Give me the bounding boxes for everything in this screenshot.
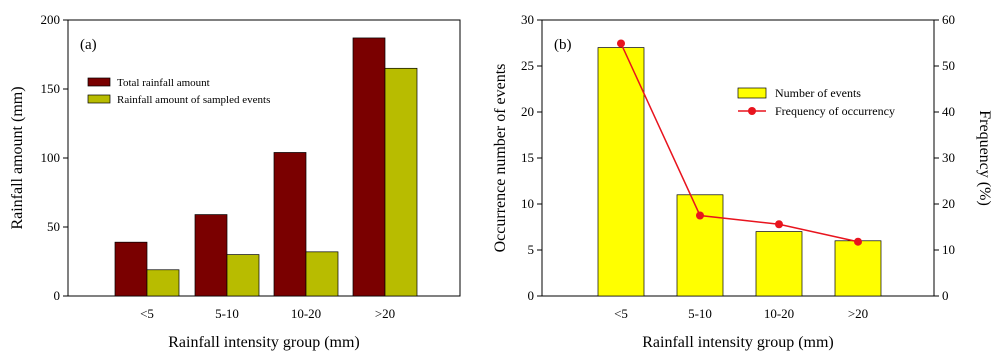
bar-a-total [352,37,386,297]
x-axis-b: <5 5-10 10-20 >20 [614,306,868,321]
x-tick-label-a: 5-10 [215,306,239,321]
y-tick-label-a: 200 [41,12,61,27]
legend-label-events: Number of events [775,86,861,100]
y-tick-label-b: 15 [521,150,534,165]
bar-a-sampled [305,251,339,297]
legend-marker-frequency [748,107,756,115]
y-tick-label-a: 100 [41,150,61,165]
y-axis-label-a: Rainfall amount (mm) [9,86,26,229]
y-tick-label-a: 0 [54,288,61,303]
x-axis-label-a: Rainfall intensity group (mm) [168,334,360,351]
y-tick-label-b: 30 [521,12,534,27]
y-tick-label-b: 25 [521,58,534,73]
x-tick-label-b: <5 [614,306,628,321]
y-tick-label-b: 10 [521,196,534,211]
y-tick-label-b: 20 [521,104,534,119]
bar-a-total [114,241,148,297]
bar-b-events [755,231,803,297]
panel-label-a: (a) [80,37,97,53]
x-tick-label-a: >20 [375,306,395,321]
frequency-point [617,39,625,48]
frequency-point [696,211,704,220]
y2-tick-label-b: 40 [942,104,955,119]
y2-axis-b: 0 10 20 30 40 50 60 [934,12,955,303]
y-tick-label-a: 150 [41,81,61,96]
bar-b-events [597,47,645,297]
panel-label-b: (b) [554,37,572,53]
bar-a-sampled [384,67,418,297]
y2-tick-label-b: 10 [942,242,955,257]
y-tick-label-b: 0 [528,288,535,303]
chart-b: (b) Rainfall intensity group (mm) Occurr… [492,12,992,351]
bar-a-sampled [146,269,180,297]
bar-b-events [676,194,724,297]
x-tick-label-b: 5-10 [688,306,712,321]
legend-label-sampled: Rainfall amount of sampled events [117,94,270,106]
y2-axis-label-b: Frequency (%) [976,110,992,206]
legend-swatch-events [737,87,767,99]
bar-a-total [273,152,307,297]
y2-tick-label-b: 0 [942,288,949,303]
y2-tick-label-b: 50 [942,58,955,73]
frequency-line-b [617,39,862,246]
chart-a: (a) Rainfall intensity group (mm) Rainfa… [9,12,461,351]
y-axis-b: 0 5 10 15 20 25 30 [521,12,542,303]
legend-swatch-sampled [87,94,111,104]
x-tick-label-a: 10-20 [291,306,321,321]
bars-a [114,37,418,297]
bar-b-events [834,240,882,297]
y2-tick-label-b: 60 [942,12,955,27]
x-tick-label-b: 10-20 [764,306,794,321]
legend-a: Total rainfall amount Rainfall amount of… [87,77,270,106]
x-axis-label-b: Rainfall intensity group (mm) [642,334,834,351]
frequency-point [854,237,862,246]
legend-label-frequency: Frequency of occurrency [775,104,895,118]
y-axis-a: 0 50 100 150 200 [41,12,68,303]
x-tick-label-b: >20 [848,306,868,321]
legend-swatch-total [87,77,111,87]
y2-tick-label-b: 20 [942,196,955,211]
y-axis-label-b: Occurrence number of events [492,64,509,253]
y-tick-label-b: 5 [528,242,535,257]
y-tick-label-a: 50 [47,219,60,234]
frequency-polyline [620,43,859,243]
bars-b [597,47,882,297]
frequency-point [775,220,783,229]
x-tick-label-a: <5 [140,306,154,321]
y2-tick-label-b: 30 [942,150,955,165]
legend-b: Number of events Frequency of occurrency [737,86,895,118]
bar-a-sampled [226,254,260,297]
legend-label-total: Total rainfall amount [117,77,210,89]
x-axis-a: <5 5-10 10-20 >20 [140,306,395,321]
bar-a-total [194,214,228,297]
